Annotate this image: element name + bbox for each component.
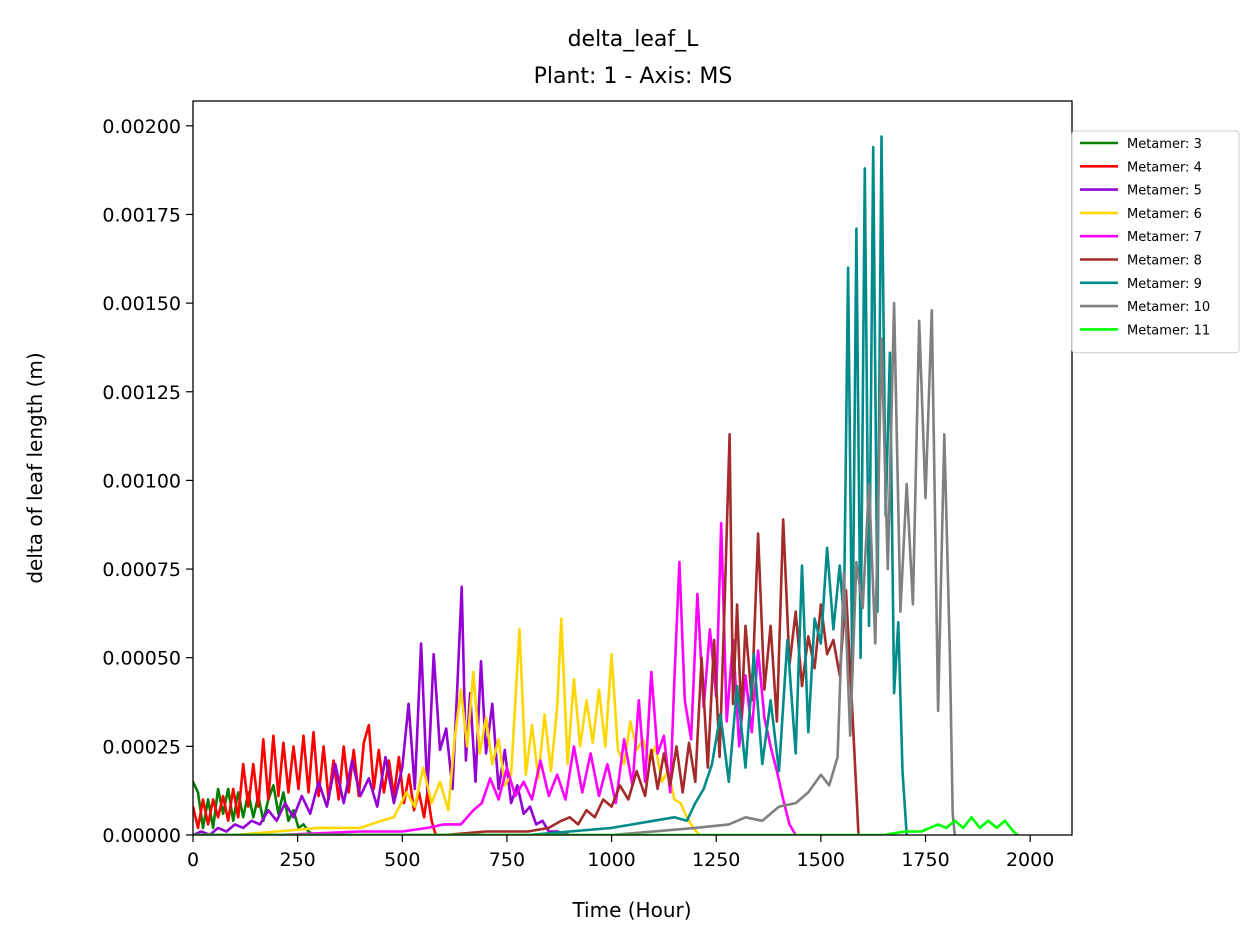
series-line-8 [193,301,957,835]
y-tick-label: 0.00150 [102,293,181,315]
legend-label: Metamer: 9 [1127,277,1202,292]
legend-label: Metamer: 5 [1127,184,1202,199]
x-tick-label: 2000 [1006,849,1054,871]
chart-subtitle: Plant: 1 - Axis: MS [534,64,733,89]
x-axis-label: Time (Hour) [571,898,691,922]
y-tick-label: 0.00125 [102,382,181,404]
series-line-1 [193,780,320,835]
series-line-4 [193,617,701,835]
y-axis-label: delta of leaf length (m) [23,352,47,583]
series-line-7 [193,135,909,835]
y-tick-label: 0.00200 [102,116,181,138]
legend: Metamer: 3 Metamer: 4 Metamer: 5 Metamer: 6… [1071,130,1240,354]
series-line-6 [193,432,860,835]
x-tick-label: 1500 [797,849,845,871]
legend-label: Metamer: 11 [1127,323,1210,338]
y-tick-label: 0.00025 [102,736,181,758]
legend-box [1071,130,1240,354]
y-tick-label: 0.00100 [102,470,181,492]
legend-label: Metamer: 4 [1127,160,1202,175]
legend-label: Metamer: 10 [1127,300,1210,315]
series-line-9 [193,815,1019,835]
y-axis: 0.00000 0.00025 0.00050 0.00075 0.00100 0.001… [102,116,193,847]
legend-label: Metamer: 3 [1127,137,1202,152]
x-tick-label: 0 [187,849,199,871]
series-line-5 [193,521,798,835]
x-tick-label: 750 [489,849,525,871]
x-tick-label: 1750 [901,849,949,871]
chart-title: delta_leaf_L [568,27,700,52]
legend-label: Metamer: 7 [1127,230,1202,245]
x-axis: 0 250 500 750 1000 1250 1500 1750 2000 [187,835,1054,871]
series-line-2 [193,723,438,835]
plot-frame [192,100,1073,836]
x-tick-label: 1250 [692,849,740,871]
x-tick-label: 1000 [587,849,635,871]
y-tick-label: 0.00175 [102,204,181,226]
x-tick-label: 250 [280,849,316,871]
x-tick-label: 500 [384,849,420,871]
y-tick-label: 0.00050 [102,648,181,670]
legend-label: Metamer: 8 [1127,254,1202,269]
series-lines [193,135,1019,835]
legend-label: Metamer: 6 [1127,207,1202,222]
y-tick-label: 0.00000 [102,825,181,847]
y-tick-label: 0.00075 [102,559,181,581]
